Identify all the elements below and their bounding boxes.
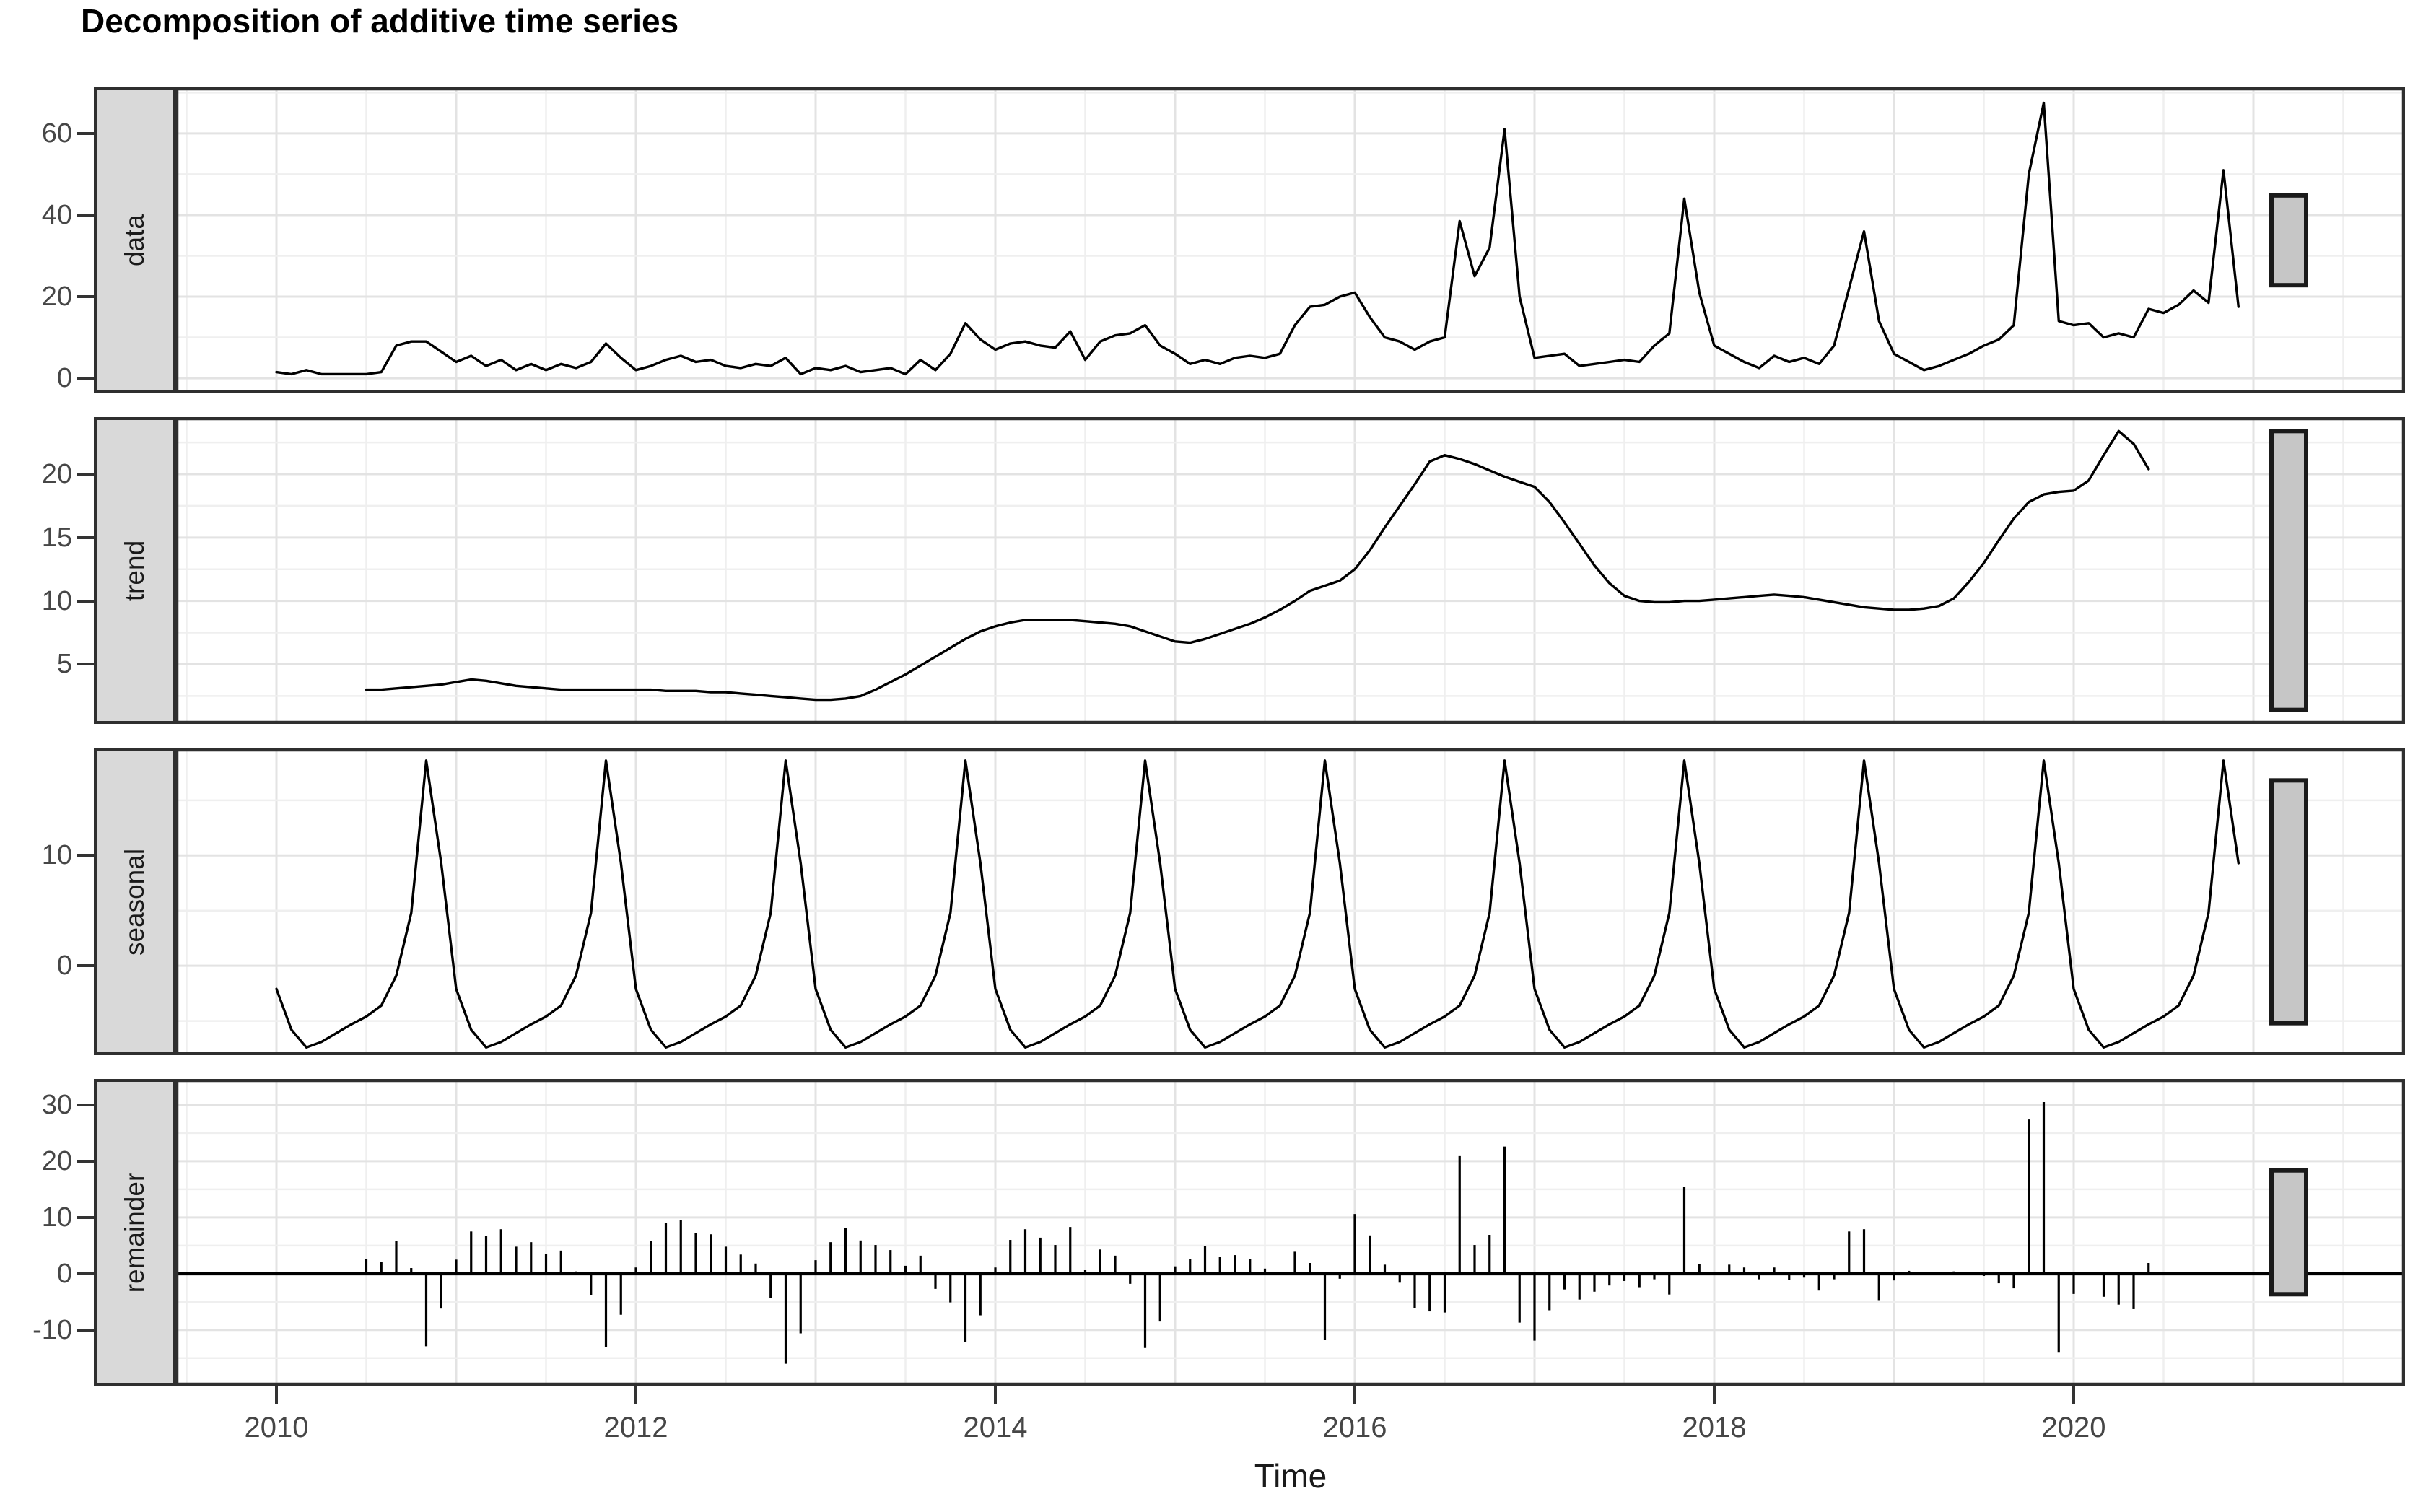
- facet-label-trend: trend: [119, 540, 149, 601]
- x-axis-label: 2012: [603, 1412, 668, 1443]
- chart-title: Decomposition of additive time series: [81, 2, 679, 40]
- y-axis-tick: [77, 473, 94, 476]
- y-axis-tick: [77, 1328, 94, 1332]
- panel-plot-remainder: [175, 1079, 2405, 1386]
- y-axis-tick: [77, 854, 94, 857]
- y-axis-label: 0: [56, 363, 72, 394]
- panel-border: [175, 87, 2405, 393]
- x-axis-tick: [275, 1386, 278, 1404]
- y-axis-label: 60: [41, 118, 72, 149]
- x-axis-tick: [994, 1386, 997, 1404]
- y-axis-tick: [77, 131, 94, 135]
- y-axis-label: 20: [41, 281, 72, 313]
- facet-strip-seasonal: seasonal: [94, 748, 175, 1055]
- y-axis-label: 10: [41, 585, 72, 616]
- x-axis-label: 2010: [244, 1412, 309, 1443]
- y-axis-tick: [77, 663, 94, 666]
- x-axis-label: 2014: [963, 1412, 1028, 1443]
- series-trend: [365, 429, 2150, 702]
- x-axis-tick: [1353, 1386, 1356, 1404]
- series-seasonal: [275, 759, 2240, 1049]
- facet-label-data: data: [119, 214, 149, 267]
- facet-strip-remainder: remainder: [94, 1079, 175, 1386]
- y-axis-label: 0: [56, 951, 72, 982]
- y-axis-tick: [77, 536, 94, 539]
- x-axis-tick: [634, 1386, 637, 1404]
- y-axis-label: 20: [41, 459, 72, 490]
- range-scale-bar: [2269, 778, 2308, 1026]
- facet-strip-data: data: [94, 87, 175, 393]
- y-axis-label: -10: [32, 1314, 72, 1345]
- y-axis-tick: [77, 964, 94, 968]
- y-axis-label: 10: [41, 840, 72, 871]
- x-axis-tick: [1713, 1386, 1716, 1404]
- range-scale-bar: [2269, 193, 2308, 288]
- y-axis-tick: [77, 295, 94, 299]
- x-axis-label: 2018: [1682, 1412, 1747, 1443]
- x-axis-label: 2020: [2041, 1412, 2106, 1443]
- y-axis-tick: [77, 599, 94, 603]
- y-axis-tick: [77, 1272, 94, 1275]
- panel-plot-seasonal: [175, 748, 2405, 1055]
- panel-border: [175, 1079, 2405, 1386]
- y-axis-tick: [77, 377, 94, 380]
- panel-border: [175, 417, 2405, 724]
- range-scale-bar: [2269, 429, 2308, 712]
- y-axis-label: 30: [41, 1089, 72, 1120]
- x-axis-label: 2016: [1322, 1412, 1387, 1443]
- range-scale-bar: [2269, 1168, 2308, 1297]
- facet-strip-trend: trend: [94, 417, 175, 724]
- x-axis-title: Time: [1254, 1457, 1327, 1495]
- y-axis-label: 20: [41, 1145, 72, 1176]
- y-axis-tick: [77, 1159, 94, 1163]
- y-axis-tick: [77, 1103, 94, 1106]
- panel-plot-trend: [175, 417, 2405, 724]
- panel-plot-data: [175, 87, 2405, 393]
- facet-label-remainder: remainder: [119, 1172, 149, 1293]
- panel-border: [175, 748, 2405, 1055]
- series-data: [275, 101, 2240, 376]
- x-axis-tick: [2072, 1386, 2075, 1404]
- facet-label-seasonal: seasonal: [119, 848, 149, 956]
- y-axis-label: 40: [41, 199, 72, 230]
- y-axis-tick: [77, 1215, 94, 1219]
- y-axis-label: 5: [56, 649, 72, 680]
- y-axis-label: 10: [41, 1202, 72, 1233]
- y-axis-label: 15: [41, 522, 72, 553]
- y-axis-tick: [77, 213, 94, 217]
- y-axis-label: 0: [56, 1258, 72, 1289]
